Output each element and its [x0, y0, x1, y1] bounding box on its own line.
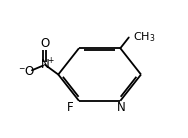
- Text: N: N: [117, 101, 125, 114]
- Text: CH$_3$: CH$_3$: [133, 30, 155, 44]
- Text: F: F: [67, 101, 74, 114]
- Text: O: O: [40, 37, 50, 50]
- Text: N: N: [41, 58, 49, 71]
- Text: +: +: [47, 56, 53, 65]
- Text: O: O: [24, 65, 33, 78]
- Text: −: −: [18, 64, 25, 73]
